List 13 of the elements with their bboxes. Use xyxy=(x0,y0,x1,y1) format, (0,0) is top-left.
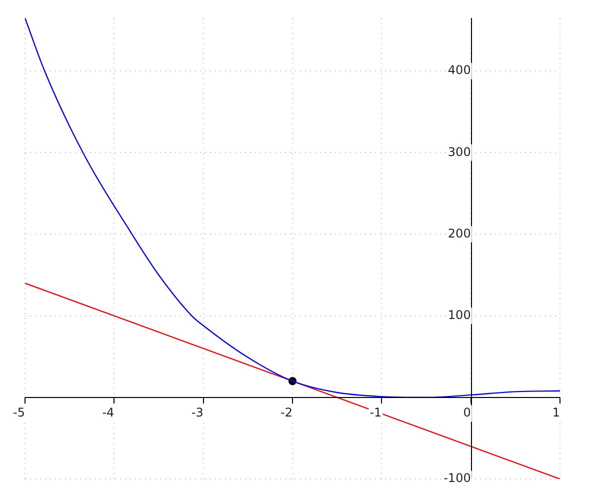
x-tick-label: -3 xyxy=(191,406,204,420)
line-series xyxy=(25,18,560,398)
y-tick-label: -100 xyxy=(444,471,471,486)
x-tick-label: -2 xyxy=(280,406,292,420)
y-tick-label: 400 xyxy=(448,63,471,78)
x-tick-label: 1 xyxy=(552,406,560,420)
y-tick-label: 200 xyxy=(448,226,471,240)
x-tick-label: -1 xyxy=(370,406,382,420)
y-tick-label: 300 xyxy=(448,144,471,159)
x-tick-label: -5 xyxy=(13,406,25,420)
y-tick-label: 100 xyxy=(448,308,471,322)
x-tick-label: -4 xyxy=(102,406,114,420)
x-tick-label: 0 xyxy=(463,406,471,420)
